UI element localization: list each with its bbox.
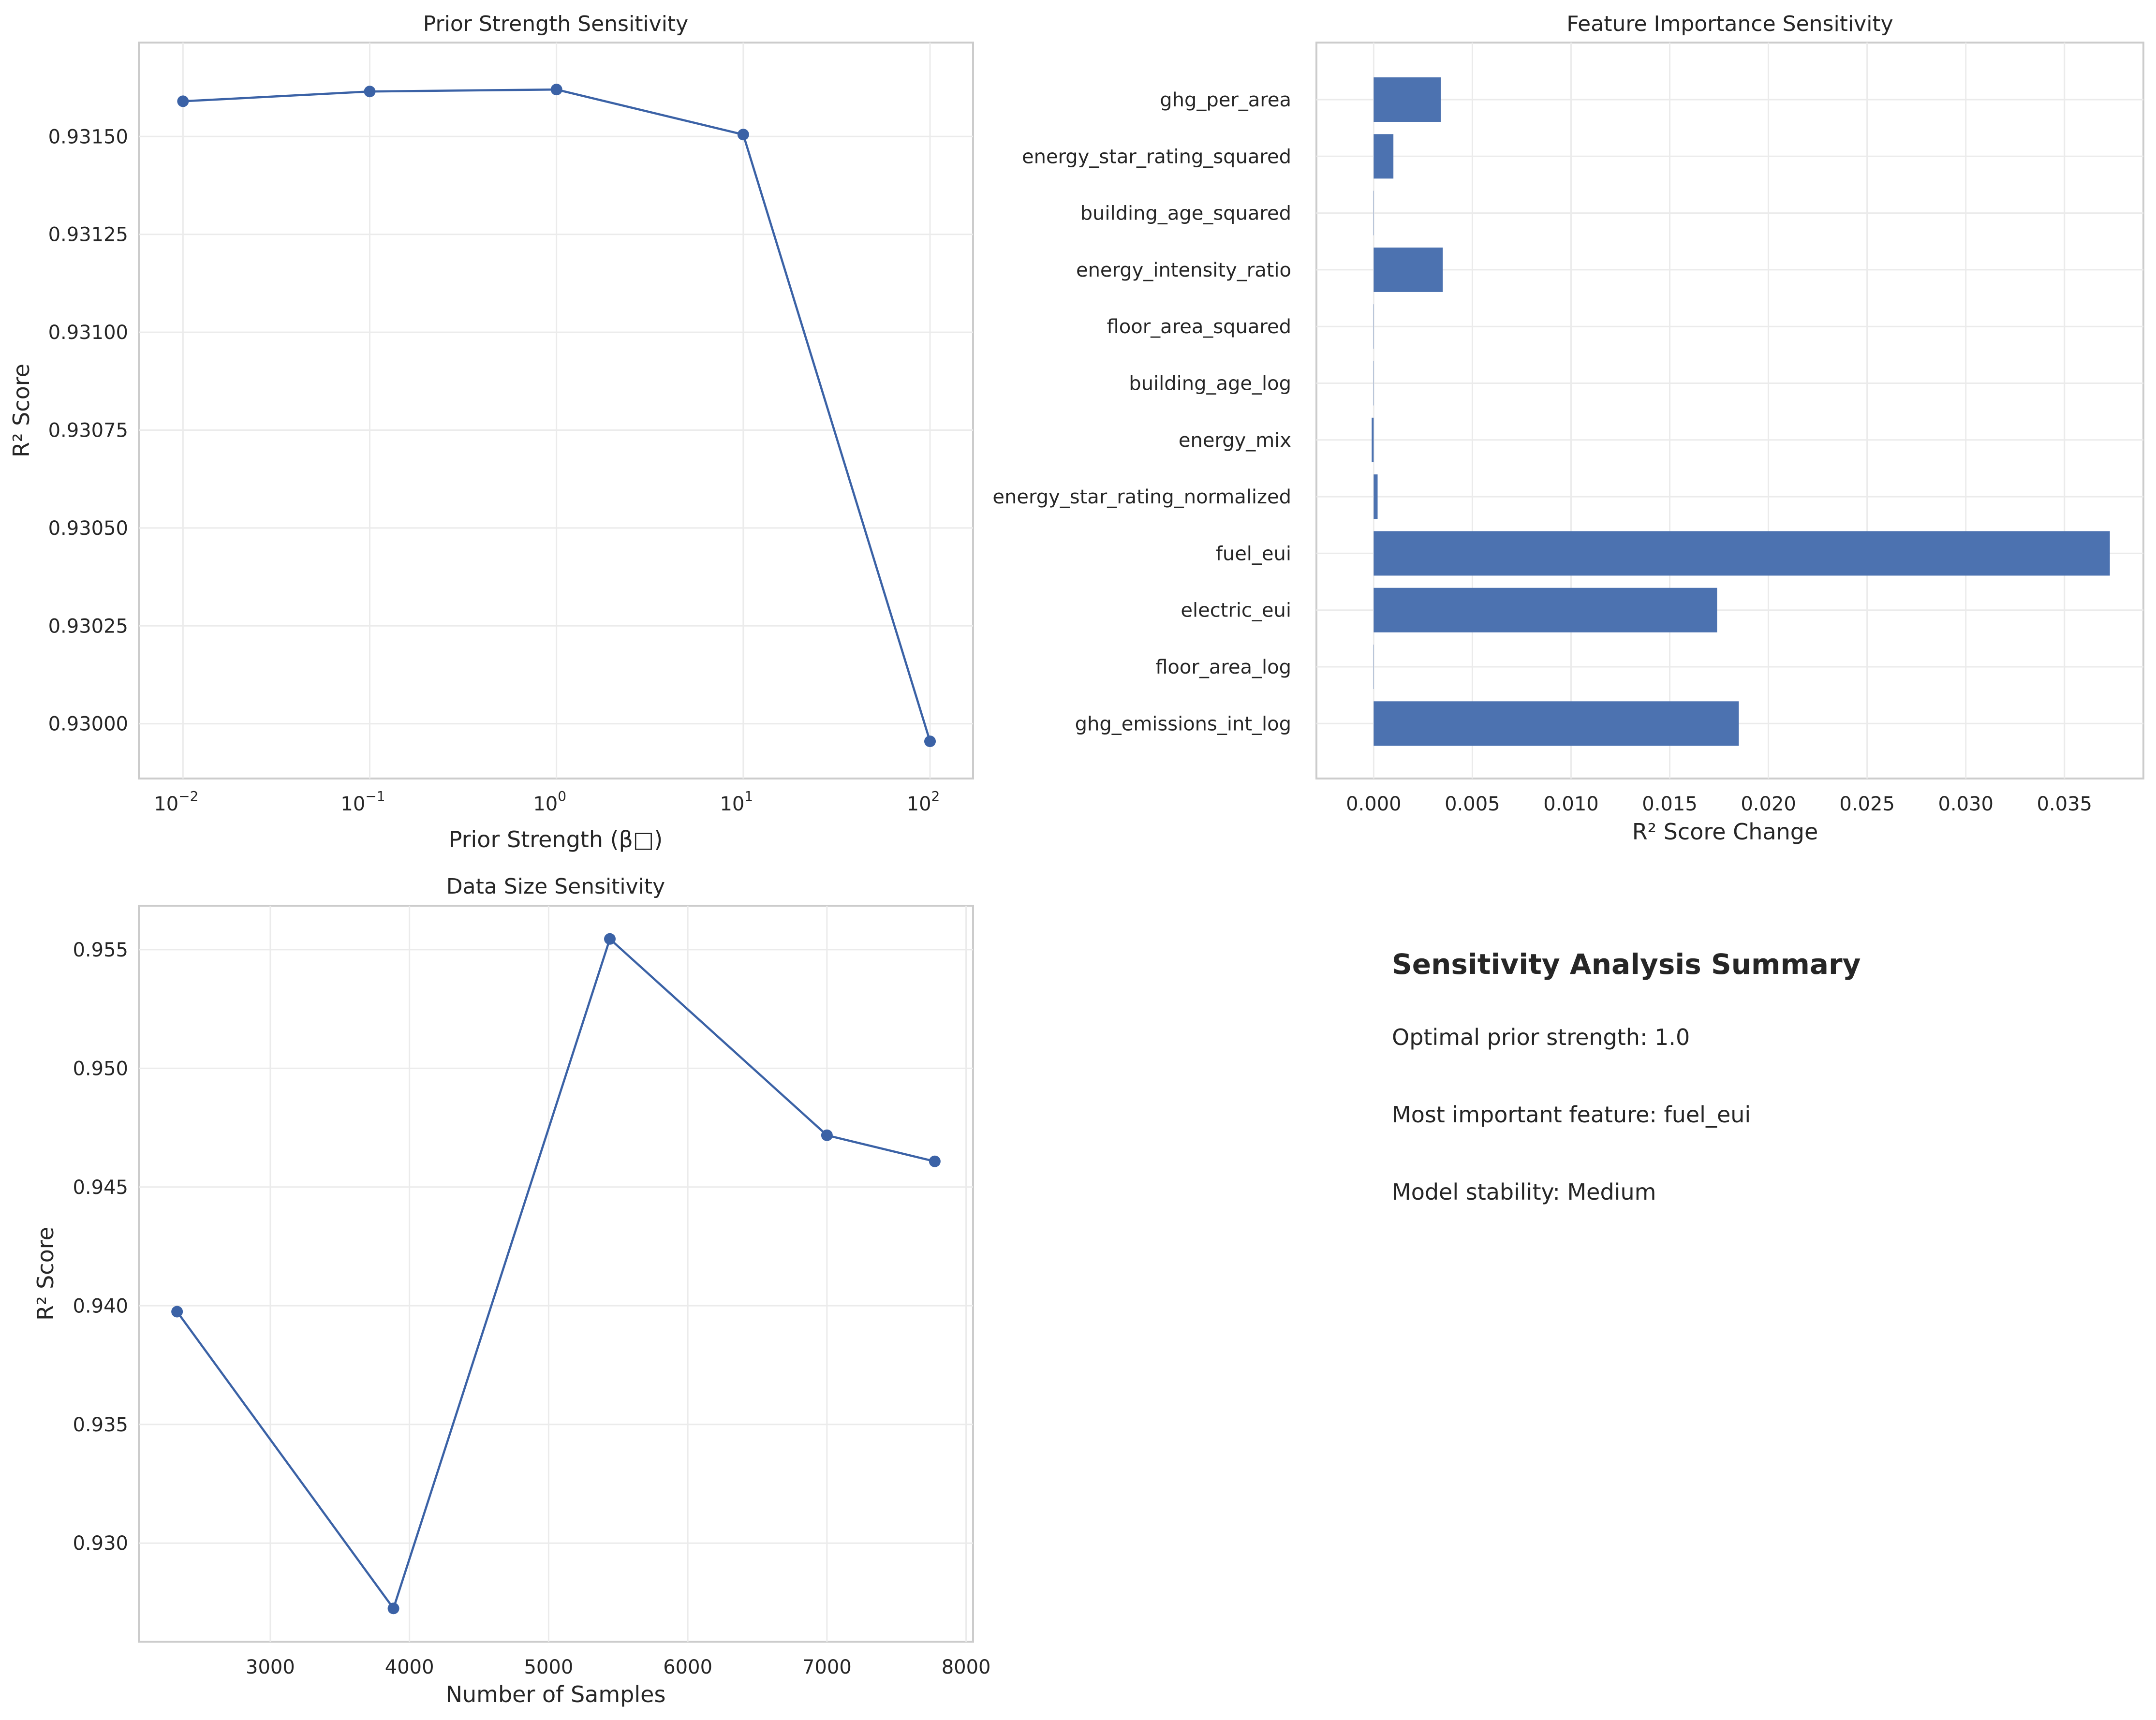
feature-y-tick-label: floor_area_log <box>1155 656 1291 678</box>
size-y-tick-label: 0.930 <box>73 1532 128 1555</box>
size-gridlines <box>139 906 973 1642</box>
feature-x-tick-label: 0.010 <box>1543 793 1599 815</box>
size-data-point <box>604 933 616 945</box>
feature-y-tick-label: ghg_emissions_int_log <box>1075 713 1291 735</box>
feature-tick-labels: 0.000 0.005 0.010 0.015 0.020 0.025 0.030 0.035… <box>992 89 2092 815</box>
size-data-point <box>387 1602 399 1615</box>
size-x-tick-label: 8000 <box>942 1656 991 1678</box>
feature-bar <box>1373 191 1374 235</box>
summary-panel: Sensitivity Analysis Summary Optimal pri… <box>1392 948 2069 1256</box>
feature-y-tick-label: fuel_eui <box>1216 543 1291 565</box>
prior-strength-panel: 10−2 10−1 100 101 102 0.93000 0.93025 0.93050 0.… <box>8 12 974 853</box>
size-data-point <box>821 1129 833 1141</box>
summary-model-stability: Model stability: Medium <box>1392 1179 1656 1205</box>
prior-x-tick-label: 100 <box>533 788 566 815</box>
feature-bar <box>1372 417 1374 462</box>
size-y-axis-label: R² Score <box>32 1227 59 1321</box>
feature-bar <box>1373 77 1441 122</box>
feature-y-tick-label: floor_area_squared <box>1107 316 1291 338</box>
size-x-tick-label: 4000 <box>385 1656 434 1678</box>
prior-plot-area <box>177 84 936 748</box>
prior-y-axis-label: R² Score <box>8 364 34 457</box>
prior-data-point <box>364 86 376 98</box>
feature-x-tick-label: 0.020 <box>1741 793 1796 815</box>
size-x-tick-label: 3000 <box>246 1656 295 1678</box>
feature-x-tick-label: 0.025 <box>1839 793 1895 815</box>
data-size-panel: 3000 4000 5000 6000 7000 8000 0.930 0.935 0.940 0… <box>32 874 991 1707</box>
feature-x-tick-label: 0.005 <box>1445 793 1500 815</box>
prior-y-tick-label: 0.93025 <box>48 615 128 637</box>
prior-y-tick-label: 0.93075 <box>48 419 128 441</box>
prior-x-tick-label: 10−1 <box>340 788 385 815</box>
feature-y-tick-label: building_age_squared <box>1080 203 1291 225</box>
size-x-tick-label: 5000 <box>524 1656 573 1678</box>
prior-y-tick-label: 0.93050 <box>48 517 128 540</box>
feature-importance-panel: 0.000 0.005 0.010 0.015 0.020 0.025 0.030 0.035… <box>992 12 2144 845</box>
prior-y-tick-label: 0.93000 <box>48 713 128 735</box>
feature-bar <box>1373 304 1374 349</box>
feature-bar <box>1373 134 1394 179</box>
feature-plot-area <box>1372 77 2110 746</box>
size-y-tick-label: 0.950 <box>73 1058 128 1080</box>
feature-axes-frame <box>1315 42 2144 779</box>
prior-x-tick-label: 102 <box>907 788 940 815</box>
feature-x-tick-label: 0.015 <box>1642 793 1698 815</box>
prior-x-tick-label: 10−2 <box>154 788 198 815</box>
size-chart-title: Data Size Sensitivity <box>446 874 665 899</box>
feature-y-tick-label: energy_mix <box>1179 429 1291 452</box>
prior-gridlines <box>139 43 973 779</box>
feature-bar <box>1373 247 1443 292</box>
feature-bar <box>1373 474 1378 519</box>
size-x-tick-label: 7000 <box>802 1656 852 1678</box>
size-data-point <box>171 1306 183 1318</box>
feature-y-tick-label: energy_intensity_ratio <box>1076 259 1291 281</box>
size-plot-area <box>171 933 941 1615</box>
prior-data-point <box>737 129 749 141</box>
prior-chart-title: Prior Strength Sensitivity <box>423 12 688 36</box>
feature-x-tick-label: 0.000 <box>1346 793 1402 815</box>
prior-x-axis-label: Prior Strength (β□) <box>449 826 663 853</box>
prior-y-tick-label: 0.93150 <box>48 126 128 148</box>
feature-y-tick-label: building_age_log <box>1129 373 1291 395</box>
feature-x-tick-label: 0.030 <box>1938 793 1994 815</box>
feature-y-tick-label: energy_star_rating_squared <box>1022 146 1291 168</box>
size-y-tick-label: 0.945 <box>73 1176 128 1199</box>
feature-bar <box>1373 588 1717 632</box>
prior-y-tick-label: 0.93125 <box>48 224 128 246</box>
prior-data-point <box>177 95 189 107</box>
size-data-point <box>929 1155 941 1167</box>
size-y-tick-label: 0.935 <box>73 1414 128 1436</box>
size-x-tick-label: 6000 <box>663 1656 712 1678</box>
prior-data-point <box>924 735 936 748</box>
size-tick-labels: 3000 4000 5000 6000 7000 8000 0.930 0.935 0.940 0… <box>73 939 990 1678</box>
feature-bar <box>1373 361 1374 406</box>
feature-y-tick-label: ghg_per_area <box>1160 89 1291 111</box>
feature-chart-title: Feature Importance Sensitivity <box>1566 12 1893 36</box>
prior-y-tick-label: 0.93100 <box>48 322 128 344</box>
size-y-tick-label: 0.940 <box>73 1295 128 1317</box>
prior-tick-labels: 10−2 10−1 100 101 102 0.93000 0.93025 0.93050 0.… <box>48 126 940 815</box>
feature-y-tick-label: electric_eui <box>1181 600 1291 622</box>
feature-x-tick-label: 0.035 <box>2037 793 2092 815</box>
feature-bar <box>1373 645 1374 689</box>
summary-most-important-feature: Most important feature: fuel_eui <box>1392 1102 1751 1128</box>
feature-x-axis-label: R² Score Change <box>1632 819 1818 845</box>
feature-y-tick-label: energy_star_rating_normalized <box>992 486 1291 508</box>
summary-optimal-prior: Optimal prior strength: 1.0 <box>1392 1024 1690 1050</box>
prior-data-point <box>550 84 562 96</box>
size-x-axis-label: Number of Samples <box>446 1681 666 1707</box>
feature-bar <box>1373 531 2110 576</box>
summary-title: Sensitivity Analysis Summary <box>1392 948 1861 981</box>
size-y-tick-label: 0.955 <box>73 939 128 961</box>
prior-x-tick-label: 101 <box>720 788 753 815</box>
size-axes-frame <box>138 905 974 1643</box>
feature-bar <box>1373 701 1739 746</box>
